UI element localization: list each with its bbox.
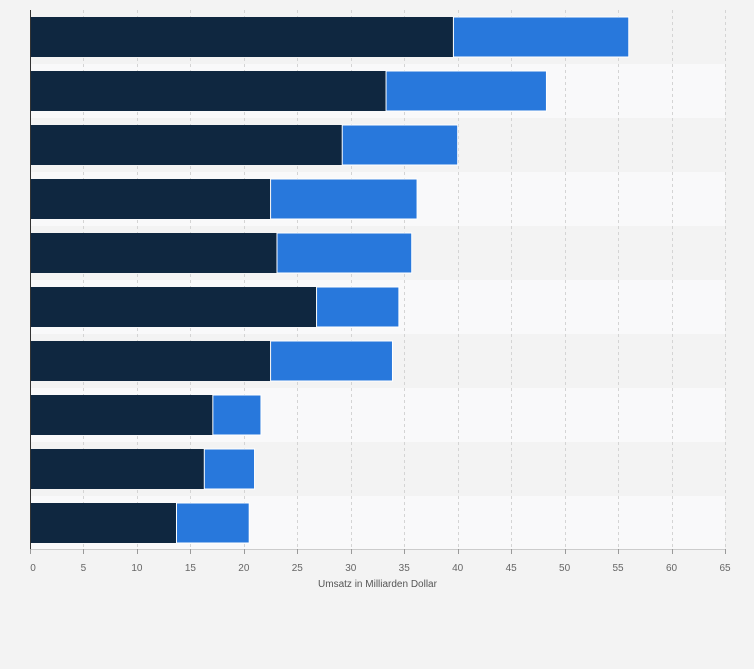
bar-segment-series-2 (276, 232, 413, 274)
bar-segment-series-2 (175, 502, 250, 544)
bars (30, 16, 630, 544)
bar-segment-series-1 (30, 179, 271, 219)
x-tick-label: 10 (131, 563, 143, 574)
bar-segment-series-1 (30, 341, 271, 381)
bar-segment-series-1 (30, 71, 387, 111)
x-tick-label: 25 (292, 563, 304, 574)
bar-segment-series-2 (203, 448, 256, 490)
bar-segment-series-1 (30, 287, 317, 327)
bar-segment-series-2 (212, 394, 262, 436)
x-tick-label: 20 (238, 563, 250, 574)
x-tick-labels: 0 5 10 15 20 25 30 35 40 45 50 55 60 65 (30, 549, 731, 574)
x-tick-label: 40 (452, 563, 464, 574)
x-axis-title: Umsatz in Milliarden Dollar (318, 579, 438, 590)
x-tick-label: 5 (81, 563, 87, 574)
bar-segment-series-1 (30, 395, 213, 435)
x-tick-label: 15 (185, 563, 197, 574)
axes (30, 10, 725, 550)
bar-segment-series-2 (385, 70, 547, 112)
bar-segment-series-2 (270, 178, 418, 220)
x-tick-label: 30 (345, 563, 357, 574)
bar-segment-series-1 (30, 503, 177, 543)
x-tick-label: 60 (666, 563, 678, 574)
x-tick-label: 0 (30, 563, 36, 574)
bar-segment-series-1 (30, 125, 343, 165)
x-tick-label: 65 (719, 563, 731, 574)
bar-segment-series-2 (452, 16, 630, 58)
bar-segment-series-1 (30, 449, 205, 489)
bar-segment-series-2 (341, 124, 459, 166)
bar-segment-series-1 (30, 17, 454, 57)
x-tick-label: 55 (613, 563, 625, 574)
bar-segment-series-2 (316, 286, 400, 328)
bar-segment-series-2 (270, 340, 393, 382)
x-tick-label: 35 (399, 563, 411, 574)
x-tick-label: 50 (559, 563, 571, 574)
bar-segment-series-1 (30, 233, 277, 273)
x-tick-label: 45 (506, 563, 518, 574)
